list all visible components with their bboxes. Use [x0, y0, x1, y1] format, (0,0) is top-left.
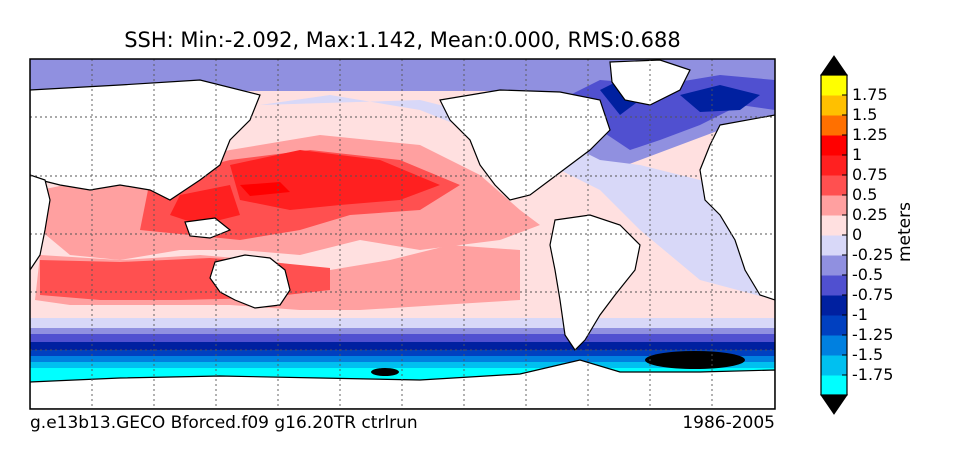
colorbar-tick-label: -0.75 — [852, 285, 894, 304]
colorbar-tick-label: 0 — [852, 225, 863, 244]
colorbar-tick-label: -0.5 — [852, 265, 884, 284]
map-title: SSH: Min:-2.092, Max:1.142, Mean:0.000, … — [124, 28, 681, 52]
colorbar-tick-label: 1 — [852, 145, 863, 164]
colorbar-swatch — [821, 335, 847, 356]
colorbar-swatch — [821, 355, 847, 376]
colorbar-units-label: meters — [895, 202, 915, 262]
graticule — [30, 59, 775, 409]
colorbar-frame — [820, 74, 848, 396]
colorbar-under-triangle — [820, 394, 848, 415]
colorbar-swatch — [821, 295, 847, 316]
colorbar-swatch — [821, 95, 847, 116]
colorbar-tick-label: 1.25 — [852, 125, 888, 144]
colorbar-tick-label: 0.75 — [852, 165, 888, 184]
colorbar — [821, 75, 847, 396]
colorbar-swatch — [821, 315, 847, 336]
colorbar-swatch — [821, 235, 847, 256]
colorbar-tick-label: -1.5 — [852, 345, 884, 364]
colorbar-swatch — [821, 275, 847, 296]
colorbar-swatch — [821, 135, 847, 156]
colorbar-swatch — [821, 75, 847, 96]
colorbar-swatch — [821, 375, 847, 396]
colorbar-swatch — [821, 255, 847, 276]
colorbar-tick-label: -1 — [852, 305, 868, 324]
colorbar-swatch — [821, 155, 847, 176]
map-frame — [29, 58, 776, 410]
colorbar-tick-label: 0.25 — [852, 205, 888, 224]
colorbar-over-triangle — [820, 55, 848, 76]
under-range-patch — [371, 368, 399, 376]
colorbar-tick-label: 1.75 — [852, 85, 888, 104]
years-label: 1986-2005 — [682, 413, 775, 433]
colorbar-swatch — [821, 195, 847, 216]
colorbar-tick-label: -0.25 — [852, 245, 894, 264]
land-masses — [30, 59, 775, 409]
case-name-label: g.e13b13.GECO Bforced.f09 g16.20TR ctrlr… — [30, 413, 418, 433]
colorbar-tick-label: -1.75 — [852, 365, 894, 384]
colorbar-tick-label: 1.5 — [852, 105, 878, 124]
under-range-patch — [645, 351, 745, 369]
colorbar-swatch — [821, 115, 847, 136]
colorbar-swatch — [821, 175, 847, 196]
colorbar-tick-label: 0.5 — [852, 185, 878, 204]
colorbar-tick-label: -1.25 — [852, 325, 894, 344]
colorbar-swatch — [821, 215, 847, 236]
ocean-field — [30, 59, 775, 409]
